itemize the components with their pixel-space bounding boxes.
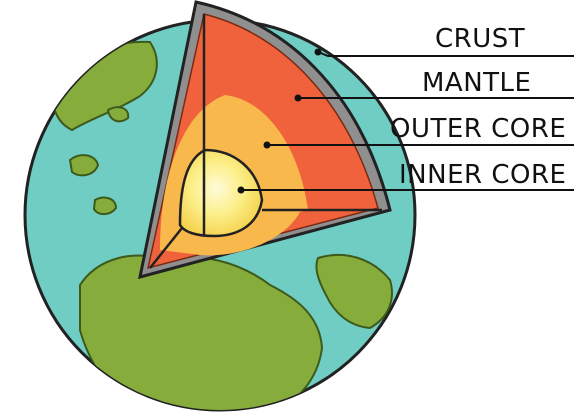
east-landmass <box>315 254 393 330</box>
island-a <box>68 154 100 177</box>
island-b <box>92 196 118 216</box>
crust-label: CRUST <box>435 24 525 54</box>
leader-lines <box>237 48 574 194</box>
continents <box>51 40 393 410</box>
island-c <box>106 106 130 123</box>
inner-core-label: INNER CORE <box>399 160 566 190</box>
cut-edge-diagonal <box>149 227 183 269</box>
crust-leader-line <box>317 51 574 57</box>
outer-core-label: OUTER CORE <box>390 114 566 144</box>
layer-labels: CRUST MANTLE OUTER CORE INNER CORE <box>390 24 566 190</box>
cutaway-wedge <box>138 0 392 280</box>
mantle-label: MANTLE <box>422 68 531 98</box>
